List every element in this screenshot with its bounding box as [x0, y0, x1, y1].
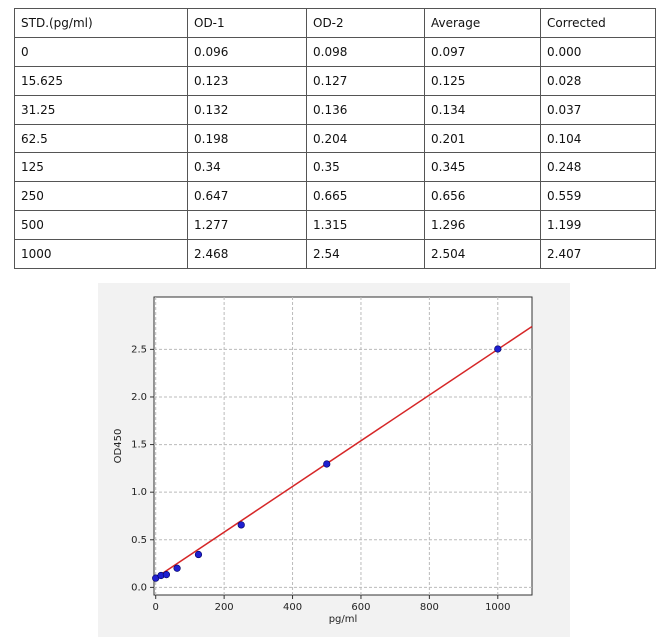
- table-row: 31.25 0.132 0.136 0.134 0.037: [14, 94, 656, 125]
- table-cell: STD.(pg/ml): [14, 8, 188, 38]
- table-cell: 0.127: [306, 65, 425, 96]
- table-cell: 1000: [14, 239, 188, 270]
- data-point: [162, 571, 171, 579]
- table-cell: 2.468: [187, 239, 307, 270]
- table-cell: 0.248: [540, 152, 656, 183]
- x-tick-label: 0: [153, 602, 159, 613]
- table-cell: 31.25: [14, 94, 188, 125]
- x-axis-label: pg/ml: [329, 614, 358, 625]
- y-tick-label: 2.5: [131, 344, 147, 355]
- table-cell: 0.134: [424, 94, 541, 125]
- data-point: [173, 564, 181, 572]
- x-tick-label: 400: [283, 602, 302, 613]
- x-tick-label: 800: [420, 602, 439, 613]
- table-cell: 0.125: [424, 65, 541, 96]
- data-point: [494, 345, 502, 353]
- data-point: [237, 521, 245, 529]
- table-cell: 0.559: [540, 181, 656, 212]
- table-cell: 0.136: [306, 94, 425, 125]
- table-cell: 0.098: [306, 36, 425, 67]
- table-cell: 500: [14, 210, 188, 241]
- fit-line: [155, 325, 533, 579]
- table-cell: 250: [14, 181, 188, 212]
- y-tick-label: 0.5: [131, 535, 147, 546]
- x-tick-label: 600: [351, 602, 370, 613]
- y-tick-label: 1.0: [131, 487, 147, 498]
- y-tick-label: 1.5: [131, 440, 147, 451]
- y-tick-label: 0.0: [131, 582, 147, 593]
- table-row: 500 1.277 1.315 1.296 1.199: [14, 210, 656, 241]
- table-row: 0 0.096 0.098 0.097 0.000: [14, 36, 656, 67]
- table-cell: 1.199: [540, 210, 656, 241]
- table-cell: 0.201: [424, 123, 541, 154]
- table-row: 1000 2.468 2.54 2.504 2.407: [14, 239, 656, 270]
- table-cell: 0.096: [187, 36, 307, 67]
- header-row: STD.(pg/ml) OD-1 OD-2 Average Corrected: [14, 8, 656, 38]
- x-tick-label: 200: [215, 602, 234, 613]
- x-tick-label: 1000: [485, 602, 510, 613]
- data-point: [194, 550, 203, 559]
- y-tick-label: 2.0: [131, 392, 147, 403]
- standards-table: STD.(pg/ml) OD-1 OD-2 Average Corrected 0 0.09…: [14, 8, 656, 270]
- table-cell: 2.407: [540, 239, 656, 270]
- table-cell: 0.198: [187, 123, 307, 154]
- table-cell: 0.34: [187, 152, 307, 183]
- plot-area: [153, 296, 533, 596]
- table-cell: OD-1: [187, 8, 307, 38]
- data-point: [323, 460, 331, 468]
- table-cell: Average: [424, 8, 541, 38]
- table-cell: Corrected: [540, 8, 656, 38]
- table-cell: 2.504: [424, 239, 541, 270]
- table-cell: 1.296: [424, 210, 541, 241]
- y-axis-label: OD450: [113, 429, 124, 464]
- table-cell: 0.345: [424, 152, 541, 183]
